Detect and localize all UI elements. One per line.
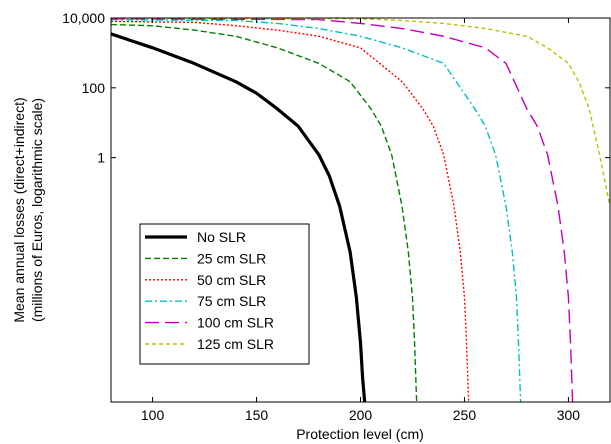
- series-line-5: [111, 18, 574, 402]
- x-tick-label: 300: [557, 407, 581, 423]
- series-line-2: [111, 23, 418, 402]
- legend-label-1: No SLR: [197, 229, 246, 245]
- legend: No SLR 25 cm SLR 50 cm SLR 75 cm SLR 100 cm …: [139, 223, 310, 365]
- y-axis-label-line-1: Mean annual losses (direct+indirect): [11, 97, 27, 322]
- legend-box: [139, 223, 310, 365]
- series-line-4: [111, 18, 522, 402]
- tick-layer: 100 150 200 250 300 1 100 10,000: [62, 10, 610, 423]
- x-tick-label: 200: [349, 407, 373, 423]
- x-tick-label: 250: [453, 407, 477, 423]
- x-tick-label: 150: [245, 407, 269, 423]
- x-tick-label: 100: [141, 407, 165, 423]
- y-axis-label-line-2: (millions of Euros, logarithmic scale): [29, 98, 45, 322]
- y-tick-label: 100: [82, 80, 106, 96]
- x-axis-label: Protection level (cm): [296, 426, 424, 442]
- legend-label-6: 125 cm SLR: [197, 336, 274, 352]
- legend-label-5: 100 cm SLR: [197, 315, 274, 331]
- y-tick-label: 10,000: [62, 10, 105, 26]
- legend-label-3: 50 cm SLR: [197, 272, 266, 288]
- series-layer: [111, 18, 611, 402]
- y-tick-label: 1: [97, 150, 105, 166]
- series-line-1: [111, 32, 367, 402]
- legend-label-2: 25 cm SLR: [197, 250, 266, 266]
- series-line-6: [111, 18, 611, 207]
- legend-label-4: 75 cm SLR: [197, 293, 266, 309]
